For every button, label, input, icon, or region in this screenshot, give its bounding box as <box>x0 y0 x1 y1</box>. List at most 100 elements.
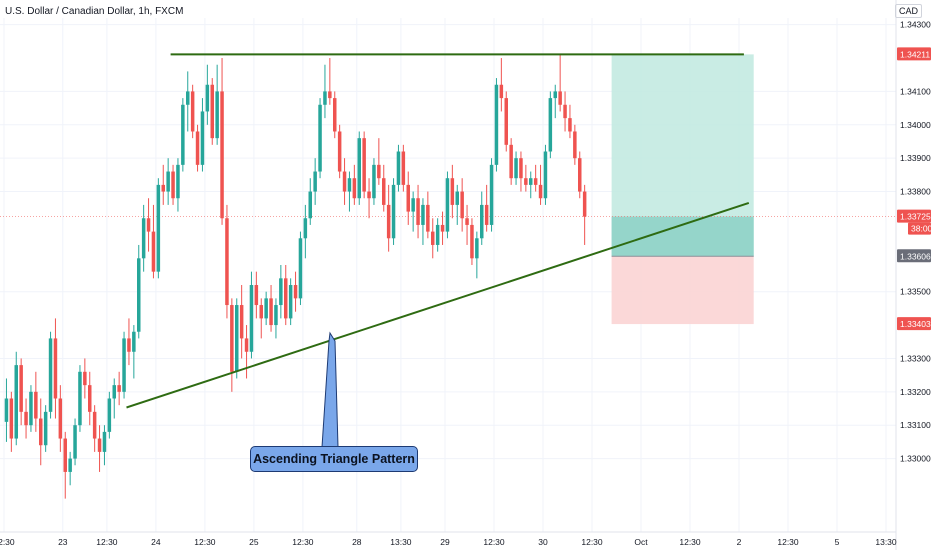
x-tick-label: 12:30 <box>194 537 216 547</box>
candle-body <box>333 98 337 132</box>
x-tick-label: 12:30 <box>777 537 799 547</box>
candle-body <box>117 385 121 392</box>
candle-body <box>274 305 278 326</box>
x-tick-label: 29 <box>440 537 450 547</box>
x-tick-label: 28 <box>352 537 362 547</box>
annotation-callout[interactable]: Ascending Triangle Pattern <box>250 446 418 472</box>
candle-body <box>53 338 58 399</box>
candle-body <box>367 191 371 199</box>
candle-body <box>122 338 126 392</box>
candle-body <box>186 91 190 105</box>
price-tag-text-target: 1.34211 <box>900 49 930 59</box>
candle-body <box>210 84 214 139</box>
price-tag-entry <box>897 249 931 263</box>
candle-body <box>524 178 528 185</box>
candle-body <box>318 104 322 172</box>
candle-body <box>328 91 332 99</box>
y-tick-label: 1.33000 <box>900 454 931 464</box>
candle-body <box>43 411 48 446</box>
price-tag-stop <box>897 317 931 331</box>
candle-body <box>475 238 479 259</box>
candle-body <box>445 178 450 232</box>
candle-body <box>88 385 92 412</box>
x-tick-label: 12:30 <box>0 537 15 547</box>
x-tick-label: 12:30 <box>483 537 505 547</box>
candle-body <box>220 91 224 219</box>
candle-body <box>284 278 288 319</box>
candle-body <box>357 138 361 199</box>
y-tick-label: 1.33200 <box>900 387 931 397</box>
candle-body <box>264 298 268 319</box>
x-tick-label: 13:30 <box>390 537 412 547</box>
candle-body <box>578 158 582 192</box>
candle-body <box>308 191 312 219</box>
candle-body <box>102 431 107 452</box>
stop-zone <box>611 256 754 325</box>
candle-body <box>215 91 219 139</box>
x-tick-label: 2 <box>737 537 742 547</box>
callout-pointer <box>321 331 339 448</box>
candle-body <box>14 365 18 439</box>
candle-body <box>112 385 116 399</box>
candle-body <box>303 218 308 239</box>
candle-body <box>29 391 33 426</box>
candle-body <box>377 164 381 179</box>
candle-body <box>166 171 170 192</box>
candle-body <box>480 204 484 239</box>
candle-body <box>382 178 386 205</box>
candle-body <box>435 224 440 245</box>
candle-body <box>352 178 357 199</box>
y-axis-panel <box>896 0 932 550</box>
candle-body <box>200 111 205 165</box>
candle-body <box>484 204 489 225</box>
x-tick-label: Oct <box>634 537 648 547</box>
candle-body <box>416 198 420 225</box>
candle-body <box>391 184 396 239</box>
y-tick-label: 1.33300 <box>900 353 931 363</box>
price-tag-text-current: 1.33725 <box>900 212 931 222</box>
candle-body <box>225 218 229 306</box>
candle-body <box>4 398 9 422</box>
candle-body <box>230 305 234 372</box>
candle-body <box>529 178 533 185</box>
candle-body <box>97 438 102 452</box>
candle-body <box>533 178 538 185</box>
candle-body <box>63 438 67 472</box>
currency-label[interactable]: CAD <box>894 4 922 18</box>
price-tag-current <box>897 209 931 223</box>
candle-body <box>254 285 259 306</box>
candle-body <box>313 171 317 192</box>
y-tick-label: 1.33500 <box>900 287 931 297</box>
candle-body <box>195 131 200 165</box>
candle-body <box>431 231 435 245</box>
candle-body <box>39 418 43 446</box>
candle-body <box>68 458 72 472</box>
price-tag-text-entry: 1.33606 <box>900 251 931 261</box>
candle-body <box>279 278 283 306</box>
y-tick-label: 1.34000 <box>900 120 931 130</box>
x-tick-label: 12:30 <box>581 537 603 547</box>
price-tag-sub-bg <box>908 222 931 235</box>
candle-body <box>455 191 459 205</box>
candle-body <box>509 144 513 179</box>
x-tick-label: 12:30 <box>292 537 314 547</box>
x-tick-label: 23 <box>58 537 68 547</box>
candle-body <box>73 425 77 459</box>
x-tick-label: 5 <box>835 537 840 547</box>
candle-body <box>83 371 87 386</box>
y-tick-label: 1.33100 <box>900 420 931 430</box>
y-tick-label: 1.33900 <box>900 153 931 163</box>
candle-body <box>171 171 175 199</box>
y-tick-label: 1.34100 <box>900 86 931 96</box>
candle-body <box>107 398 112 432</box>
candle-body <box>426 204 430 232</box>
candle-body <box>514 158 518 179</box>
x-tick-label: 13:30 <box>875 537 897 547</box>
candle-body <box>582 191 587 217</box>
price-tag-target <box>897 47 931 61</box>
candle-body <box>190 91 195 132</box>
candle-body <box>499 84 504 99</box>
candle-body <box>573 131 577 159</box>
